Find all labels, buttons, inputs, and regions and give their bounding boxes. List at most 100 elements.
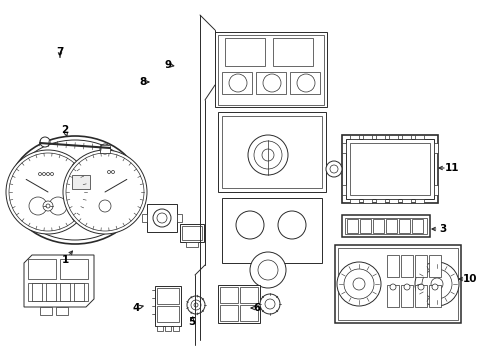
Bar	[334, 245, 460, 323]
Bar	[173, 326, 179, 331]
Bar	[359, 219, 370, 233]
Circle shape	[99, 200, 111, 212]
Bar	[218, 285, 260, 323]
Bar	[185, 242, 198, 247]
Circle shape	[352, 278, 364, 290]
Circle shape	[421, 269, 451, 299]
Bar	[222, 116, 321, 188]
Circle shape	[157, 213, 167, 223]
Circle shape	[236, 211, 264, 239]
Circle shape	[329, 165, 337, 173]
Bar	[414, 199, 423, 203]
Text: 9: 9	[164, 60, 171, 70]
Circle shape	[63, 150, 147, 234]
Circle shape	[325, 161, 341, 177]
Bar	[341, 135, 437, 203]
Bar	[386, 285, 398, 307]
Circle shape	[253, 141, 282, 169]
Bar	[56, 307, 68, 315]
Bar	[157, 306, 179, 322]
Bar	[433, 185, 437, 195]
Bar	[222, 72, 251, 94]
Bar	[362, 135, 371, 139]
Bar	[32, 283, 42, 301]
Bar	[346, 219, 357, 233]
Bar	[218, 35, 324, 105]
Bar	[375, 199, 384, 203]
Ellipse shape	[9, 136, 141, 244]
Bar	[147, 204, 177, 232]
Circle shape	[186, 296, 204, 314]
Text: 1: 1	[61, 255, 68, 265]
Circle shape	[262, 149, 273, 161]
Circle shape	[100, 144, 110, 154]
Bar	[256, 72, 285, 94]
Circle shape	[249, 252, 285, 288]
Circle shape	[260, 294, 280, 314]
Circle shape	[278, 211, 305, 239]
Bar	[46, 283, 56, 301]
Bar	[433, 143, 437, 153]
Circle shape	[414, 262, 458, 306]
Bar	[345, 218, 426, 234]
Bar	[100, 145, 110, 153]
Bar	[60, 283, 70, 301]
Bar	[400, 285, 412, 307]
Circle shape	[296, 74, 314, 92]
Bar	[222, 198, 321, 263]
Bar	[215, 32, 326, 107]
Bar	[224, 38, 264, 66]
Bar	[180, 224, 203, 242]
Bar	[182, 226, 202, 240]
Bar	[164, 326, 171, 331]
Bar	[386, 255, 398, 277]
Text: 4: 4	[132, 303, 140, 313]
Bar	[240, 287, 258, 303]
Circle shape	[29, 197, 47, 215]
Bar	[346, 139, 433, 199]
Bar	[337, 248, 457, 320]
Text: 5: 5	[188, 317, 195, 327]
Circle shape	[194, 303, 198, 307]
Bar	[157, 288, 179, 304]
Text: 11: 11	[444, 163, 458, 173]
Polygon shape	[24, 255, 94, 307]
Bar	[414, 135, 423, 139]
Bar	[74, 283, 84, 301]
Circle shape	[153, 209, 171, 227]
Circle shape	[40, 137, 50, 147]
Text: 10: 10	[462, 274, 476, 284]
Bar	[349, 199, 358, 203]
Bar	[72, 175, 90, 189]
Circle shape	[6, 150, 90, 234]
Bar	[388, 135, 397, 139]
Circle shape	[417, 284, 423, 290]
Bar	[349, 135, 358, 139]
Bar	[272, 38, 312, 66]
Circle shape	[389, 284, 395, 290]
Bar	[398, 219, 409, 233]
Bar	[220, 287, 238, 303]
Bar	[401, 135, 410, 139]
Circle shape	[50, 172, 53, 176]
Bar	[240, 305, 258, 321]
Bar	[414, 255, 426, 277]
Circle shape	[107, 171, 110, 174]
Bar	[341, 185, 346, 195]
Text: 6: 6	[253, 303, 260, 313]
Circle shape	[39, 172, 41, 176]
Bar	[372, 219, 383, 233]
Bar	[40, 307, 52, 315]
Text: 3: 3	[439, 224, 446, 234]
Text: 8: 8	[139, 77, 146, 87]
Circle shape	[403, 284, 409, 290]
Ellipse shape	[13, 140, 137, 240]
Bar	[155, 286, 181, 326]
Bar	[157, 326, 163, 331]
Circle shape	[111, 171, 114, 174]
Circle shape	[49, 197, 67, 215]
Bar	[177, 214, 182, 222]
Text: 2: 2	[61, 125, 68, 135]
Bar	[411, 219, 422, 233]
Circle shape	[9, 153, 87, 231]
